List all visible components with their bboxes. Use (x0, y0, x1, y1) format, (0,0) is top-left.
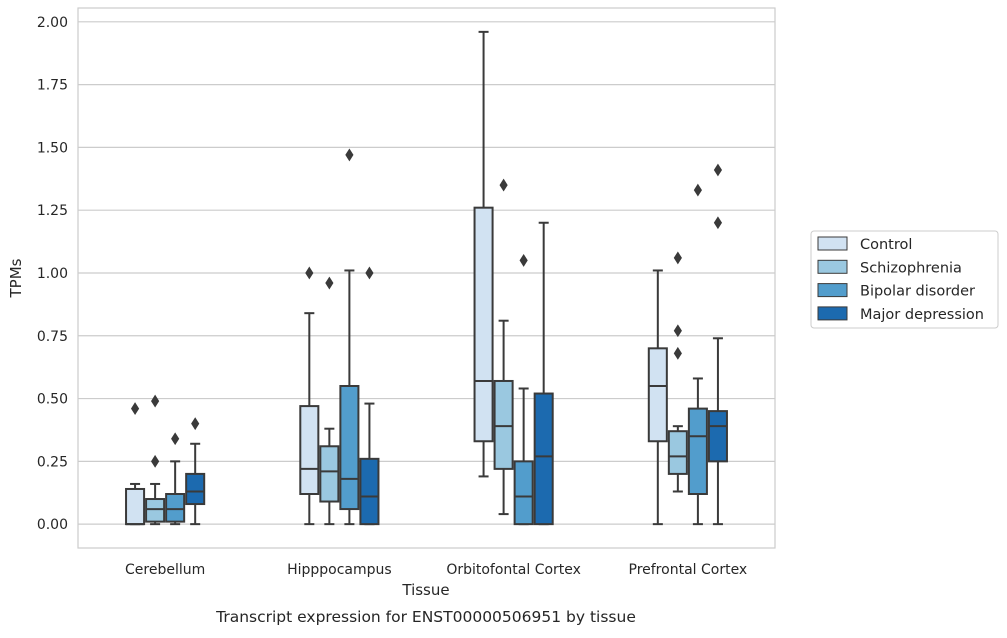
box-0-1 (299, 266, 320, 526)
outlier-point (673, 324, 682, 338)
box-2-3 (687, 183, 708, 526)
box-body (145, 498, 166, 523)
box-body (185, 472, 206, 506)
outlier-point (130, 402, 140, 416)
legend-swatch (817, 236, 848, 251)
y-tick-label: 1.00 (37, 266, 68, 282)
legend: Control Schizophrenia Bipolar disorder Majo… (810, 230, 999, 329)
x-tick-labels: Cerebellum Hipppocampus Orbitofontal Corte… (125, 562, 747, 578)
box-0-2 (473, 30, 494, 478)
outlier-point (673, 346, 682, 360)
box-body (165, 493, 186, 523)
legend-swatch (817, 259, 848, 274)
outlier-point (499, 178, 508, 192)
legend-label: Bipolar disorder (860, 284, 975, 300)
grid-lines (78, 21, 775, 525)
legend-swatch (817, 306, 848, 321)
outlier-point (365, 266, 374, 280)
box-body (707, 410, 728, 463)
legend-label: Control (860, 237, 912, 253)
box-body (513, 460, 534, 526)
outlier-point (171, 432, 180, 446)
box-body (687, 407, 708, 495)
outlier-point (151, 454, 160, 468)
outlier-point (713, 163, 723, 177)
box-1-1 (319, 276, 340, 526)
box-2-0 (165, 432, 186, 526)
box-body (647, 347, 668, 443)
box-2-2 (513, 253, 534, 526)
y-tick-label: 0.25 (37, 454, 68, 470)
y-tick-label: 0.50 (37, 392, 68, 408)
box-1-2 (493, 178, 514, 516)
box-body (533, 392, 554, 526)
box-body (359, 457, 380, 526)
box-0-0 (125, 402, 146, 526)
y-tick-label: 1.25 (37, 203, 68, 219)
outlier-point (713, 216, 723, 230)
x-tick-label: Hipppocampus (287, 562, 392, 578)
plot-frame (77, 7, 776, 549)
outlier-point (151, 394, 160, 408)
x-tick-label: Prefrontal Cortex (629, 562, 748, 578)
x-tick-label: Orbitofontal Cortex (446, 562, 581, 578)
outlier-point (345, 148, 354, 162)
box-2-1 (339, 148, 360, 526)
y-tick-label: 1.75 (37, 78, 68, 94)
legend-label: Schizophrenia (860, 260, 962, 276)
box-3-1 (359, 266, 380, 526)
y-tick-label: 1.50 (37, 140, 68, 156)
legend-swatch (817, 283, 848, 298)
y-tick-label: 0.75 (37, 329, 68, 345)
legend-label: Major depression (860, 307, 984, 323)
legend-frame (810, 230, 999, 329)
box-body (493, 379, 514, 470)
y-axis-title: TPMs (7, 258, 25, 298)
box-3-3 (707, 163, 728, 526)
box-body (125, 487, 146, 526)
outlier-point (325, 276, 334, 290)
box-0-3 (647, 269, 668, 526)
box-1-3 (667, 251, 688, 493)
y-tick-label: 0.00 (37, 517, 68, 533)
box-series-layer (125, 30, 728, 526)
box-1-0 (145, 394, 166, 526)
outlier-point (673, 251, 682, 265)
box-body (339, 385, 360, 511)
box-3-2 (533, 221, 554, 526)
box-body (299, 405, 320, 495)
outlier-point (693, 183, 702, 197)
outlier-point (305, 266, 314, 280)
box-body (667, 430, 688, 475)
chart-caption: Transcript expression for ENST0000050695… (215, 608, 636, 626)
box-3-0 (185, 417, 206, 526)
x-axis-title: Tissue (401, 581, 449, 599)
outlier-point (519, 253, 528, 267)
y-tick-label: 2.00 (37, 15, 68, 31)
x-tick-label: Cerebellum (125, 562, 205, 578)
y-tick-labels: 0.00 0.25 0.50 0.75 1.00 1.25 1.50 1.75 2.00 (37, 15, 68, 533)
outlier-point (191, 417, 200, 431)
box-body (319, 445, 340, 503)
box-body (473, 206, 494, 443)
